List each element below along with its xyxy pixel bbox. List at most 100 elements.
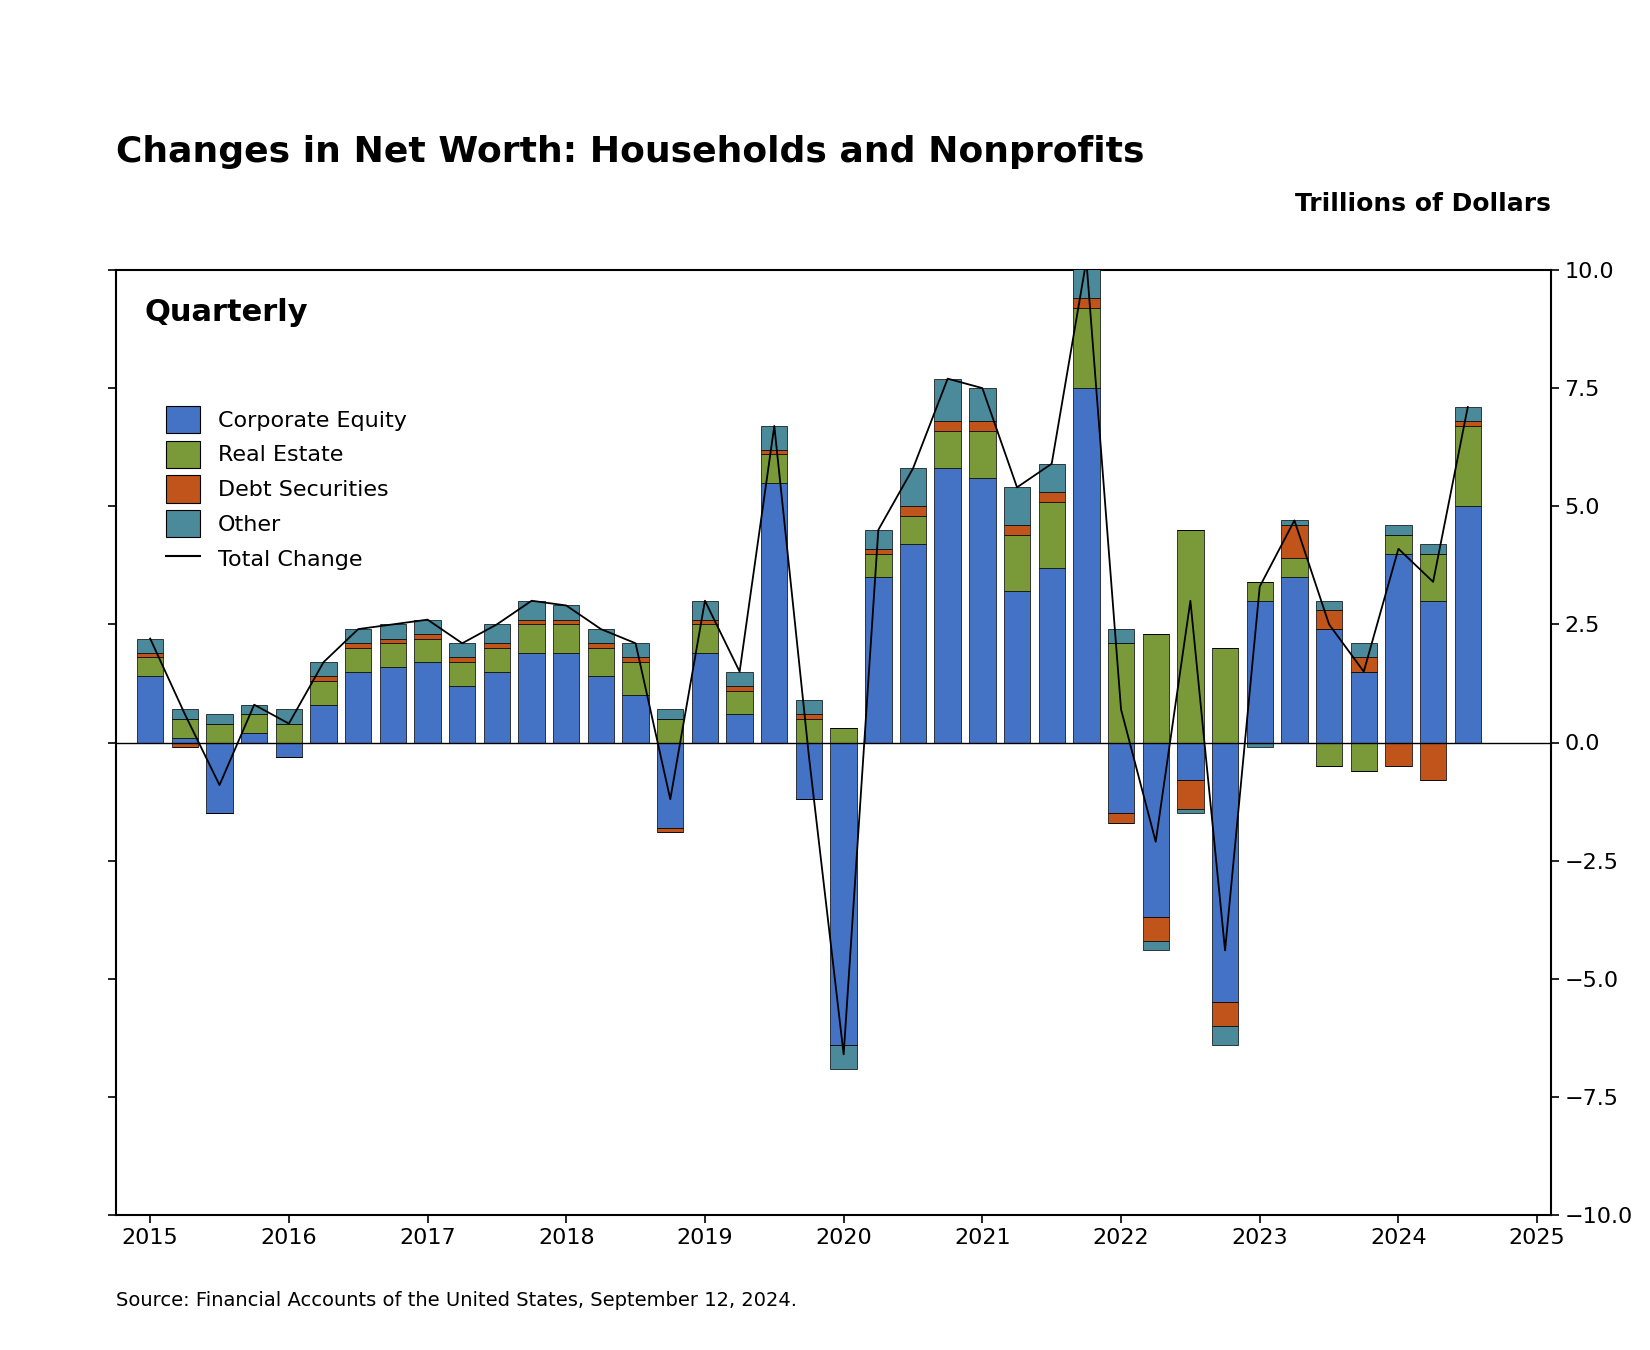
Bar [518, 624, 544, 653]
Bar [1142, 743, 1168, 918]
Bar [1211, 648, 1238, 743]
Bar [587, 629, 614, 644]
Bar [1421, 743, 1447, 780]
Bar [587, 676, 614, 743]
Bar [795, 718, 822, 743]
Bar [449, 657, 475, 663]
Bar [657, 710, 683, 718]
Bar [414, 634, 441, 639]
Bar [1038, 464, 1064, 493]
Bar [1107, 644, 1134, 742]
Bar [1386, 525, 1412, 535]
Bar [137, 676, 163, 743]
Bar [1038, 567, 1064, 743]
Bar [206, 714, 233, 724]
Bar [483, 672, 510, 742]
Bar [449, 644, 475, 657]
Bar [1282, 559, 1307, 578]
Bar [726, 714, 752, 743]
Bar [1072, 261, 1099, 298]
Bar [137, 657, 163, 676]
Bar [1176, 780, 1203, 809]
Bar [899, 516, 926, 544]
Bar [934, 421, 960, 431]
Text: Trillions of Dollars: Trillions of Dollars [1295, 192, 1551, 216]
Bar [1176, 809, 1203, 813]
Bar [622, 695, 648, 742]
Bar [1142, 941, 1168, 950]
Bar [414, 663, 441, 743]
Bar [1176, 531, 1203, 743]
Bar [310, 676, 337, 682]
Bar [1421, 601, 1447, 742]
Text: Source: Financial Accounts of the United States, September 12, 2024.: Source: Financial Accounts of the United… [116, 1291, 797, 1310]
Bar [1351, 672, 1378, 742]
Bar [795, 714, 822, 718]
Bar [1211, 1026, 1238, 1045]
Bar [934, 379, 960, 421]
Bar [761, 427, 787, 450]
Bar [761, 483, 787, 742]
Bar [483, 644, 510, 648]
Bar [1386, 743, 1412, 767]
Bar [518, 653, 544, 742]
Bar [518, 620, 544, 624]
Bar [380, 624, 406, 639]
Bar [691, 601, 718, 620]
Bar [449, 686, 475, 742]
Bar [1455, 421, 1482, 427]
Bar [241, 733, 267, 743]
Bar [1386, 554, 1412, 743]
Bar [795, 699, 822, 714]
Bar [553, 620, 579, 624]
Bar [691, 653, 718, 742]
Bar [1282, 520, 1307, 525]
Text: Changes in Net Worth: Households and Nonprofits: Changes in Net Worth: Households and Non… [116, 135, 1143, 169]
Bar [1107, 813, 1134, 823]
Bar [899, 506, 926, 516]
Bar [518, 601, 544, 620]
Bar [865, 554, 891, 578]
Bar [726, 672, 752, 686]
Bar [553, 624, 579, 653]
Bar [1003, 487, 1030, 525]
Bar [1107, 743, 1134, 813]
Bar [726, 691, 752, 714]
Bar [345, 629, 371, 644]
Bar [380, 639, 406, 644]
Bar [587, 644, 614, 648]
Bar [380, 667, 406, 742]
Bar [1072, 298, 1099, 308]
Bar [483, 648, 510, 672]
Bar [553, 605, 579, 620]
Bar [622, 657, 648, 663]
Bar [1421, 554, 1447, 601]
Bar [691, 624, 718, 653]
Bar [657, 718, 683, 743]
Bar [276, 743, 302, 756]
Bar [1455, 408, 1482, 421]
Bar [969, 478, 995, 742]
Bar [1107, 629, 1134, 644]
Bar [483, 624, 510, 644]
Bar [137, 653, 163, 657]
Bar [969, 421, 995, 431]
Bar [691, 620, 718, 624]
Bar [1421, 544, 1447, 554]
Bar [1246, 582, 1272, 601]
Bar [830, 743, 856, 1045]
Bar [1038, 491, 1064, 502]
Bar [241, 714, 267, 733]
Bar [1072, 308, 1099, 389]
Bar [449, 663, 475, 686]
Bar [865, 531, 891, 548]
Bar [553, 653, 579, 742]
Bar [761, 450, 787, 455]
Bar [1142, 634, 1168, 743]
Bar [414, 620, 441, 634]
Bar [865, 548, 891, 554]
Bar [830, 1045, 856, 1069]
Bar [1038, 502, 1064, 567]
Bar [899, 468, 926, 506]
Bar [206, 724, 233, 742]
